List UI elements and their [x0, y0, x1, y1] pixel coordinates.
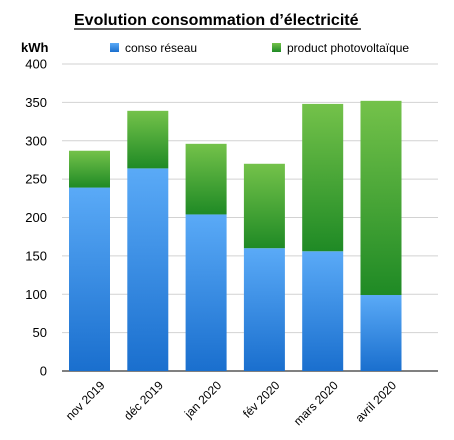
bars	[69, 100, 402, 371]
bar-conso-reseau-1	[69, 187, 110, 371]
x-tick-label: fév 2020	[240, 378, 283, 421]
y-tick-label: 350	[25, 95, 47, 110]
bar-conso-reseau-6	[360, 295, 402, 371]
x-tick-label: mars 2020	[291, 378, 341, 428]
bar-photovoltaique-2	[127, 110, 169, 169]
x-axis-labels: nov 2019 déc 2019 jan 2020 fév 2020 mars 202…	[63, 378, 400, 428]
legend-label-2: product photovoltaïque	[287, 41, 409, 55]
bar-photovoltaique-5	[302, 103, 344, 252]
y-tick-label: 100	[25, 287, 47, 302]
legend: conso réseau product photovoltaïque	[110, 41, 409, 55]
legend-swatch-1	[110, 43, 119, 52]
bar-photovoltaique-4	[243, 163, 285, 249]
y-tick-label: 250	[25, 172, 47, 187]
x-tick-label: avril 2020	[352, 378, 399, 425]
x-tick-label: déc 2019	[121, 378, 166, 423]
bar-photovoltaique-6	[360, 100, 402, 296]
chart-title: Evolution consommation d’électricité	[74, 12, 359, 29]
x-tick-label: nov 2019	[63, 378, 108, 423]
y-tick-label: 150	[25, 248, 47, 263]
x-tick-label: jan 2020	[181, 378, 224, 421]
y-axis-unit-label: kWh	[21, 40, 49, 55]
y-axis-ticks: 0 50 100 150 200 250 300 350 400	[25, 57, 47, 379]
y-tick-label: 50	[33, 325, 47, 340]
bar-photovoltaique-3	[185, 143, 227, 215]
bar-conso-reseau-3	[185, 214, 227, 371]
y-tick-label: 200	[25, 210, 47, 225]
legend-swatch-2	[272, 43, 281, 52]
bar-conso-reseau-2	[127, 168, 169, 371]
bar-conso-reseau-5	[302, 251, 344, 371]
bar-photovoltaique-1	[69, 150, 110, 188]
y-tick-label: 400	[25, 57, 47, 72]
legend-label-1: conso réseau	[125, 41, 197, 55]
y-tick-label: 0	[40, 364, 47, 379]
bar-conso-reseau-4	[243, 248, 285, 371]
y-tick-label: 300	[25, 133, 47, 148]
